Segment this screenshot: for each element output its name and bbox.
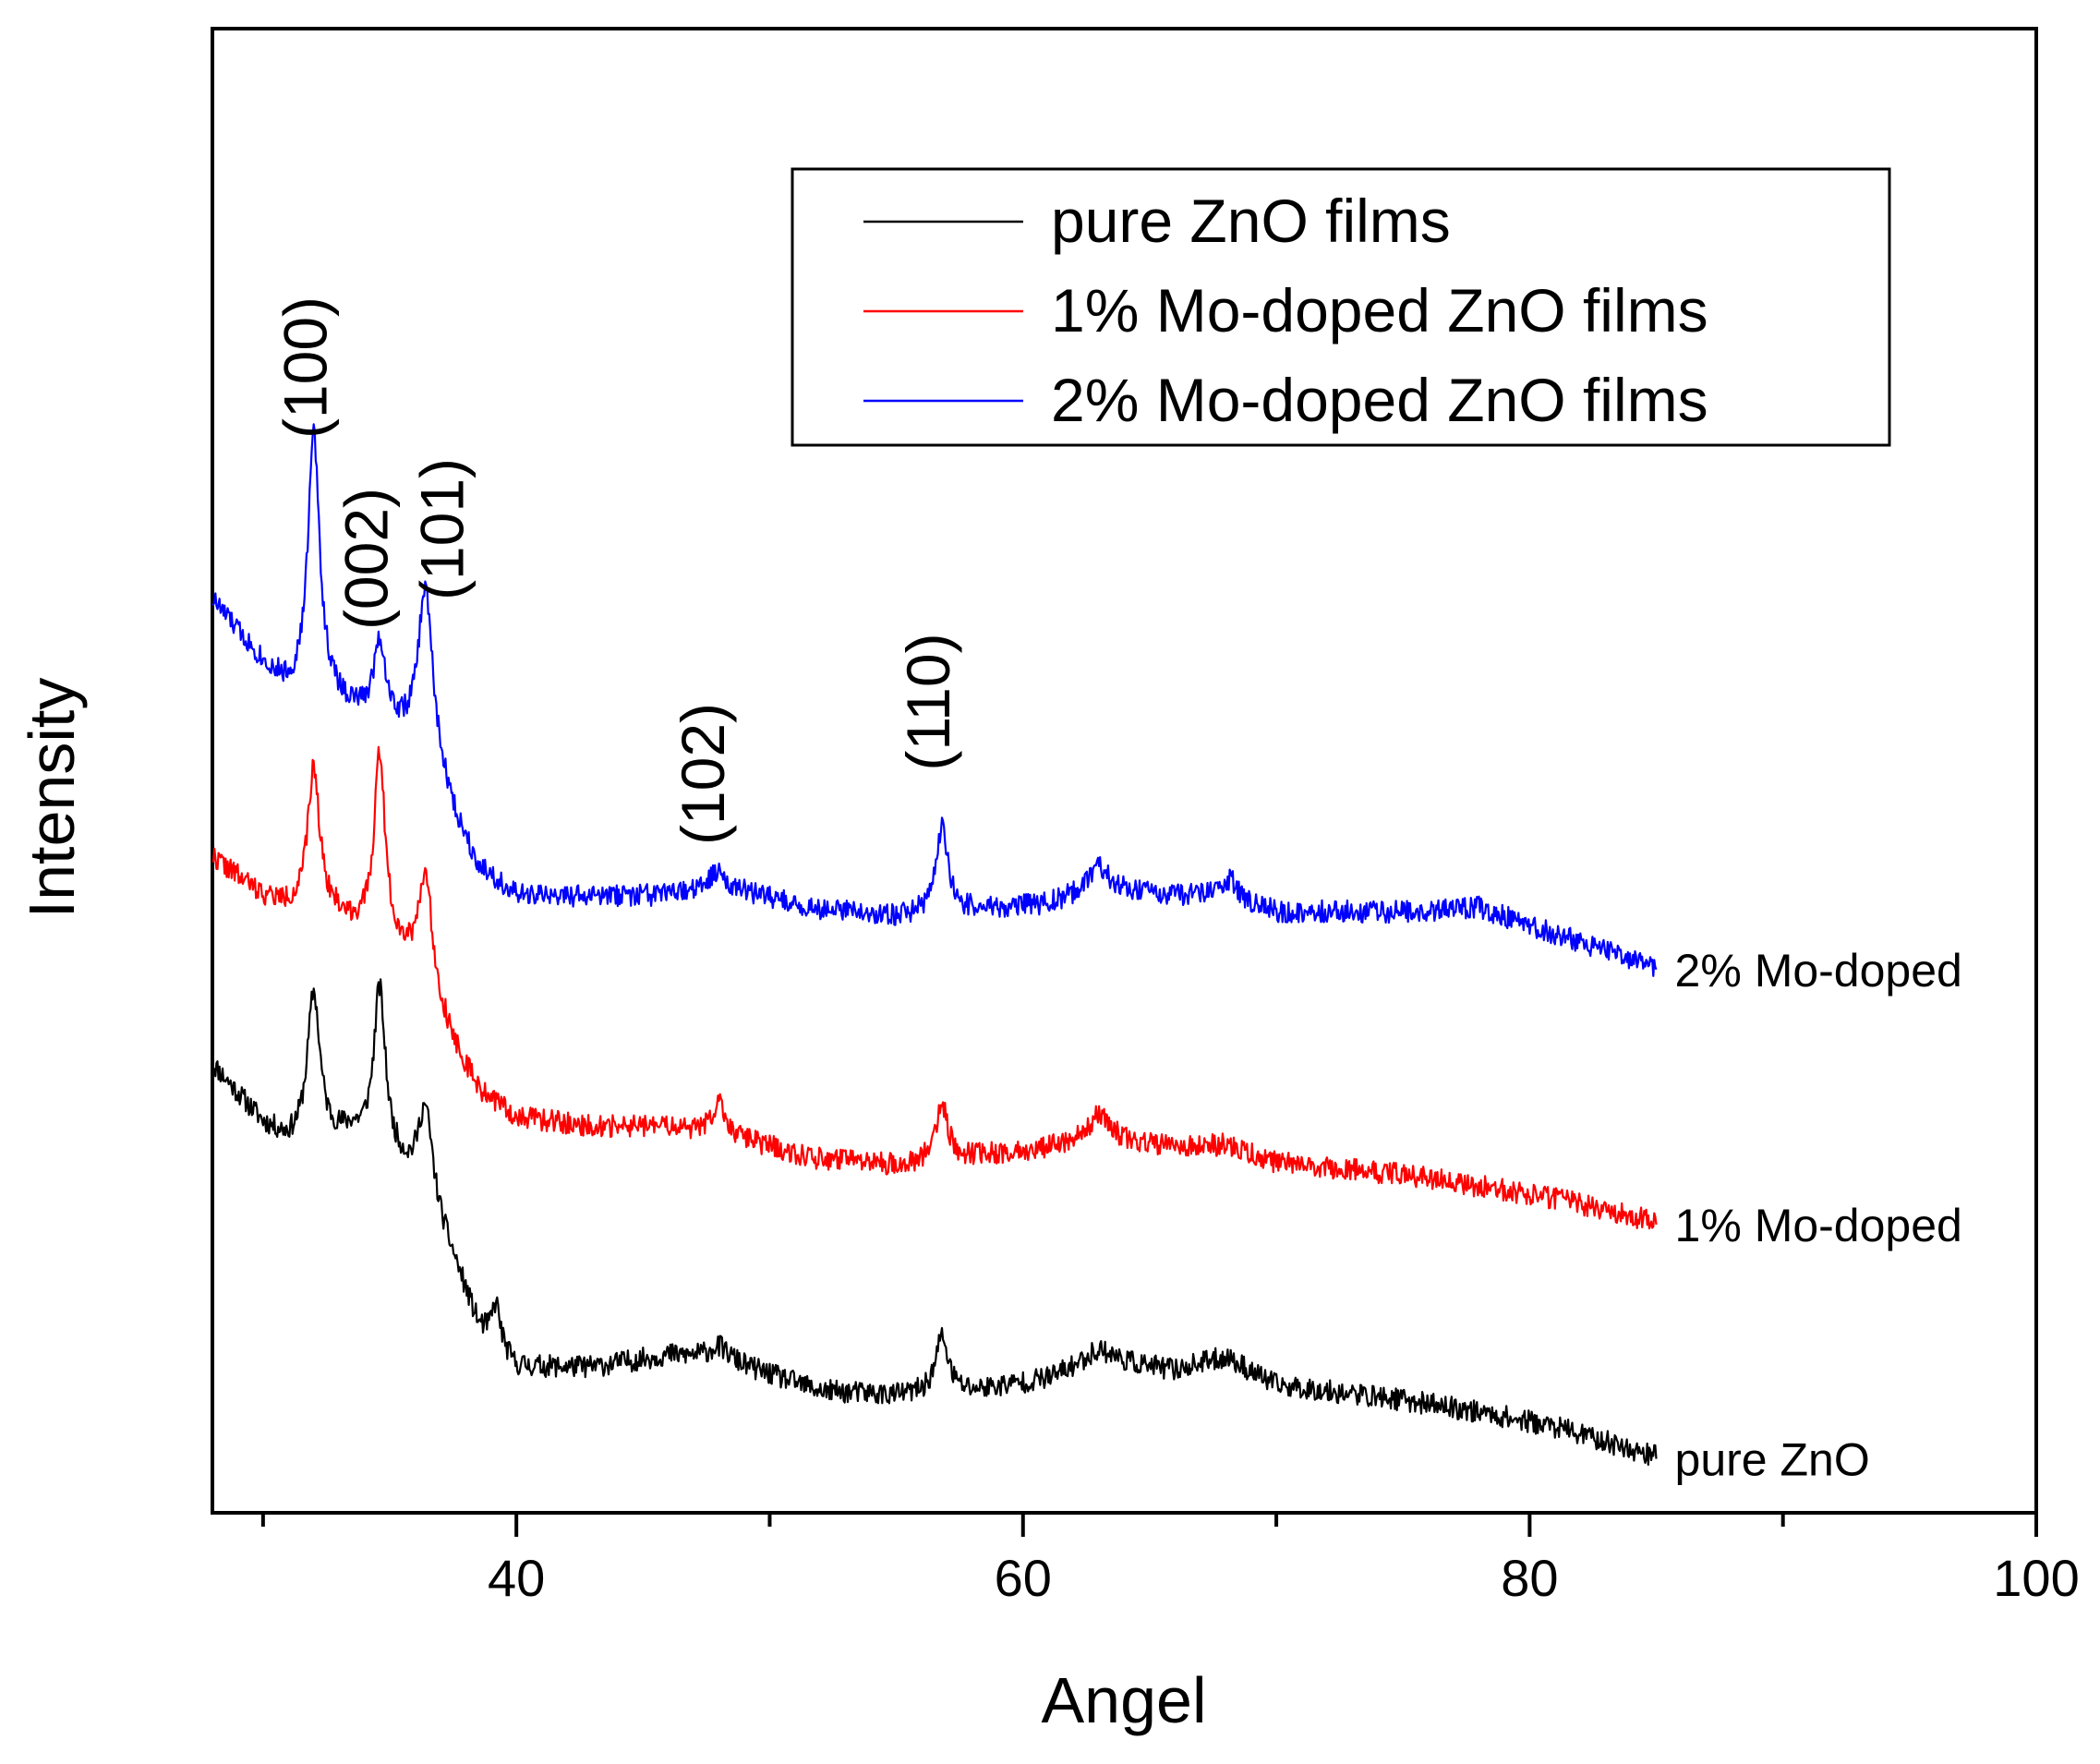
legend-label-2pct-mo: 2% Mo-doped ZnO films <box>1051 366 1708 434</box>
peak-label-0: (100) <box>271 296 339 439</box>
y-axis-title: Intensity <box>16 678 88 919</box>
series-end-label-1: 1% Mo-doped <box>1675 1200 1962 1251</box>
peak-label-3: (102) <box>669 703 737 845</box>
legend: pure ZnO films 1% Mo-doped ZnO films 2% … <box>791 167 1891 447</box>
series-line-0 <box>211 978 1658 1467</box>
legend-label-pure-zno: pure ZnO films <box>1051 187 1451 255</box>
x-axis-title: Angel <box>1041 1664 1206 1736</box>
series-line-2 <box>211 423 1658 977</box>
legend-box <box>791 167 1891 447</box>
x-tick-label-80: 80 <box>1501 1549 1558 1607</box>
peak-label-2: (101) <box>408 458 477 600</box>
series-line-1 <box>211 745 1658 1230</box>
series-end-label-2: 2% Mo-doped <box>1675 945 1962 997</box>
series-lines <box>211 423 1658 1467</box>
legend-label-1pct-mo: 1% Mo-doped ZnO films <box>1051 276 1708 344</box>
x-tick-label-40: 40 <box>488 1549 545 1607</box>
x-axis-tick-labels: 40 60 80 100 <box>488 1549 2080 1607</box>
peak-label-1: (002) <box>332 488 400 630</box>
x-axis-ticks <box>260 1513 2038 1537</box>
peak-label-4: (110) <box>894 633 962 770</box>
series-end-labels: pure ZnO 1% Mo-doped 2% Mo-doped <box>1675 945 1962 1486</box>
plot-frame <box>211 27 2038 1515</box>
series-end-label-0: pure ZnO <box>1675 1434 1870 1486</box>
x-tick-label-60: 60 <box>995 1549 1052 1607</box>
x-tick-label-100: 100 <box>1993 1549 2079 1607</box>
peak-labels: (100) (002) (101) (102) (110) <box>271 296 962 845</box>
